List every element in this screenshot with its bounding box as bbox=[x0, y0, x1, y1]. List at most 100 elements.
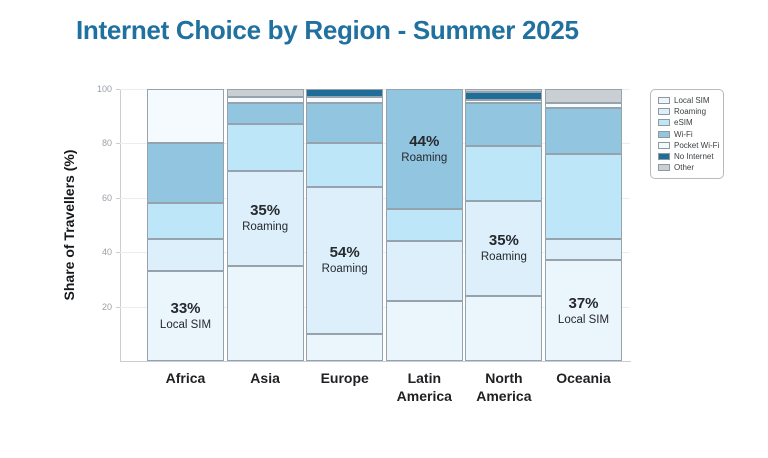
y-tick-mark bbox=[116, 306, 120, 308]
plot-area: 20 40 60 80 100 33% Local SIM 35% Roaming 54% Roam… bbox=[97, 84, 630, 404]
y-tick-label: 20 bbox=[101, 301, 112, 312]
x-axis-label-line: North bbox=[485, 370, 523, 386]
bar-segment-wi-fi bbox=[147, 143, 224, 204]
bar-segment-local-sim bbox=[147, 271, 224, 361]
segment-label-series: Local SIM bbox=[557, 313, 610, 326]
x-axis-label: Asia bbox=[217, 369, 313, 387]
legend-color-swatch bbox=[658, 152, 670, 160]
legend-item-label: Roaming bbox=[674, 107, 707, 117]
legend-item-label: Wi-Fi bbox=[674, 129, 693, 139]
y-tick-mark bbox=[116, 143, 120, 145]
legend-item: Roaming bbox=[658, 107, 716, 116]
x-axis-label-line: America bbox=[396, 388, 452, 405]
segment-label: 37% Local SIM bbox=[539, 295, 629, 327]
segment-label: 33% Local SIM bbox=[141, 300, 231, 332]
bar-segment-roaming bbox=[306, 186, 384, 334]
bar-segment-esim bbox=[545, 154, 622, 239]
x-axis-label-line: America bbox=[476, 388, 532, 405]
bar-segment-pocket-wi-fi bbox=[465, 99, 543, 103]
segment-label: 54% Roaming bbox=[300, 244, 390, 276]
segment-label-value: 37% bbox=[568, 294, 599, 312]
segment-label: 44% Roaming bbox=[379, 133, 469, 165]
segment-label-series: Roaming bbox=[321, 263, 368, 276]
segment-label-value: 33% bbox=[170, 300, 201, 318]
legend-item: Wi-Fi bbox=[658, 130, 716, 139]
bar-segment-wi-fi bbox=[545, 108, 622, 155]
x-axis-label-line: Asia bbox=[250, 370, 280, 386]
x-axis-label-line: Latin bbox=[407, 370, 442, 386]
y-tick-label: 100 bbox=[96, 84, 112, 94]
legend-color-swatch bbox=[658, 141, 670, 149]
bar-segment-no-internet bbox=[306, 89, 384, 98]
x-axis-label: Latin America bbox=[376, 369, 472, 405]
bar-segment-local-sim bbox=[465, 295, 543, 361]
segment-label: 35% Roaming bbox=[459, 232, 549, 264]
bar-segment-pocket-wi-fi bbox=[545, 102, 622, 109]
bar-segment-esim bbox=[226, 124, 304, 171]
legend: Local SIM Roaming eSIM Wi-Fi Pocket Wi-Fi No … bbox=[650, 89, 724, 180]
segment-label-value: 35% bbox=[488, 232, 519, 250]
legend-color-swatch bbox=[658, 97, 670, 104]
segment-label-series: Roaming bbox=[242, 221, 289, 234]
x-axis-label: Oceania bbox=[536, 369, 632, 387]
bar-segment-roaming bbox=[385, 241, 463, 302]
x-axis-label: North America bbox=[456, 369, 552, 405]
segment-label-series: Roaming bbox=[480, 251, 527, 264]
legend-item-label: eSIM bbox=[674, 118, 693, 128]
y-tick-label: 40 bbox=[101, 247, 112, 258]
x-axis-line bbox=[120, 361, 631, 362]
y-tick-mark bbox=[116, 197, 120, 199]
legend-color-swatch bbox=[658, 108, 670, 116]
bar-segment-wi-fi bbox=[226, 102, 304, 125]
bar-segment-local-sim bbox=[385, 301, 463, 361]
bar-segment-esim bbox=[385, 208, 463, 242]
bar-segment-wi-fi bbox=[306, 102, 384, 144]
legend-color-swatch bbox=[658, 119, 670, 127]
bar-segment-esim bbox=[306, 143, 384, 187]
segment-label-value: 54% bbox=[329, 244, 360, 262]
bar-segment-wi-fi bbox=[385, 89, 463, 209]
segment-label: 35% Roaming bbox=[220, 202, 310, 234]
x-axis-label-line: Africa bbox=[165, 370, 206, 386]
segment-label-value: 44% bbox=[409, 132, 440, 150]
y-axis-label: Share of Travellers (%) bbox=[61, 149, 77, 301]
bar-segment-roaming bbox=[147, 238, 224, 272]
x-axis-label-line: Oceania bbox=[556, 370, 611, 386]
bar-segment-local-sim bbox=[545, 260, 622, 361]
bar-segment-local-sim bbox=[306, 333, 384, 361]
legend-item: Pocket Wi-Fi bbox=[658, 140, 720, 150]
legend-item-label: Local SIM bbox=[674, 96, 710, 105]
chart-title: Internet Choice by Region - Summer 2025 bbox=[76, 15, 579, 45]
bar-segment-roaming bbox=[226, 170, 304, 266]
bar-segment-local-sim bbox=[226, 265, 304, 361]
x-axis-label-line: Europe bbox=[320, 370, 369, 386]
y-axis-line bbox=[120, 89, 121, 362]
y-tick-label: 60 bbox=[101, 192, 112, 203]
legend-item: Other bbox=[658, 163, 716, 172]
legend-item: eSIM bbox=[658, 118, 716, 127]
bar-segment-other bbox=[545, 89, 622, 103]
bar-segment-wi-fi bbox=[465, 102, 543, 147]
bar-segment-pocket-wi-fi bbox=[306, 97, 384, 103]
segment-label-series: Local SIM bbox=[159, 319, 212, 332]
bar-segment-esim bbox=[465, 146, 543, 201]
segment-label-series: Roaming bbox=[401, 151, 448, 164]
bar-segment-no-internet bbox=[465, 91, 543, 100]
bar-segment-pocket-wi-fi bbox=[226, 97, 304, 103]
bar-segment-pocket-wi-fi bbox=[147, 89, 224, 144]
legend-color-swatch bbox=[658, 130, 670, 138]
y-tick-mark bbox=[116, 89, 120, 90]
segment-label-value: 35% bbox=[250, 202, 281, 220]
legend-item: Local SIM bbox=[658, 96, 716, 105]
legend-item-label: Pocket Wi-Fi bbox=[674, 140, 720, 150]
legend-item-label: No Internet bbox=[674, 151, 714, 161]
bar-segment-other bbox=[226, 89, 304, 98]
y-tick-label: 80 bbox=[101, 138, 112, 149]
bar-segment-roaming bbox=[465, 200, 543, 296]
x-axis-label: Africa bbox=[138, 369, 234, 387]
y-tick-mark bbox=[116, 252, 120, 254]
legend-item-label: Other bbox=[674, 163, 695, 173]
x-axis-label: Europe bbox=[297, 369, 393, 387]
bar-segment-esim bbox=[147, 203, 224, 239]
